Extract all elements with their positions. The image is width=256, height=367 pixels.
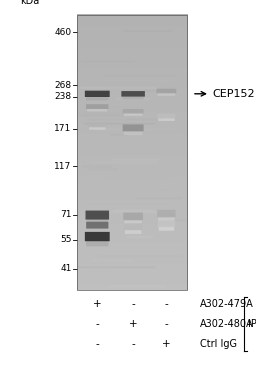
Text: +: + bbox=[129, 319, 137, 329]
FancyBboxPatch shape bbox=[88, 123, 106, 127]
FancyBboxPatch shape bbox=[158, 220, 175, 227]
FancyBboxPatch shape bbox=[86, 96, 109, 100]
FancyBboxPatch shape bbox=[123, 212, 143, 220]
FancyBboxPatch shape bbox=[123, 109, 144, 113]
FancyBboxPatch shape bbox=[85, 91, 110, 97]
Text: +: + bbox=[162, 339, 171, 349]
Text: A302-479A: A302-479A bbox=[200, 299, 253, 309]
Bar bbox=[77, 15, 187, 290]
Text: 71: 71 bbox=[60, 210, 72, 219]
Text: -: - bbox=[131, 339, 135, 349]
FancyBboxPatch shape bbox=[124, 131, 143, 135]
FancyBboxPatch shape bbox=[87, 219, 108, 225]
Text: -: - bbox=[95, 319, 99, 329]
FancyBboxPatch shape bbox=[157, 114, 176, 119]
FancyBboxPatch shape bbox=[159, 226, 174, 230]
Text: 460: 460 bbox=[55, 28, 72, 37]
FancyBboxPatch shape bbox=[157, 89, 176, 93]
Text: 268: 268 bbox=[55, 80, 72, 90]
FancyBboxPatch shape bbox=[89, 127, 105, 130]
FancyBboxPatch shape bbox=[125, 229, 141, 234]
FancyBboxPatch shape bbox=[86, 240, 109, 246]
FancyBboxPatch shape bbox=[157, 92, 175, 96]
FancyBboxPatch shape bbox=[86, 104, 109, 109]
FancyBboxPatch shape bbox=[86, 211, 109, 219]
Text: 171: 171 bbox=[55, 124, 72, 134]
Text: CEP152: CEP152 bbox=[212, 89, 255, 99]
FancyBboxPatch shape bbox=[123, 124, 144, 131]
Text: 55: 55 bbox=[60, 236, 72, 244]
FancyBboxPatch shape bbox=[121, 91, 145, 97]
Text: +: + bbox=[93, 299, 102, 309]
Text: 117: 117 bbox=[55, 161, 72, 171]
Text: 238: 238 bbox=[55, 92, 72, 101]
Text: kDa: kDa bbox=[20, 0, 40, 6]
FancyBboxPatch shape bbox=[124, 223, 142, 230]
Text: A302-480A: A302-480A bbox=[200, 319, 253, 329]
FancyBboxPatch shape bbox=[124, 219, 142, 225]
FancyBboxPatch shape bbox=[85, 232, 110, 241]
FancyBboxPatch shape bbox=[123, 96, 144, 99]
FancyBboxPatch shape bbox=[87, 228, 107, 232]
FancyBboxPatch shape bbox=[87, 108, 107, 112]
FancyBboxPatch shape bbox=[124, 113, 143, 116]
Text: -: - bbox=[95, 339, 99, 349]
FancyBboxPatch shape bbox=[86, 222, 109, 229]
Text: IP: IP bbox=[248, 319, 256, 329]
Text: -: - bbox=[165, 319, 168, 329]
Text: 41: 41 bbox=[60, 264, 72, 273]
FancyBboxPatch shape bbox=[158, 118, 175, 121]
FancyBboxPatch shape bbox=[157, 210, 176, 217]
Text: -: - bbox=[131, 299, 135, 309]
FancyBboxPatch shape bbox=[158, 217, 175, 222]
Text: -: - bbox=[165, 299, 168, 309]
Text: Ctrl IgG: Ctrl IgG bbox=[200, 339, 237, 349]
